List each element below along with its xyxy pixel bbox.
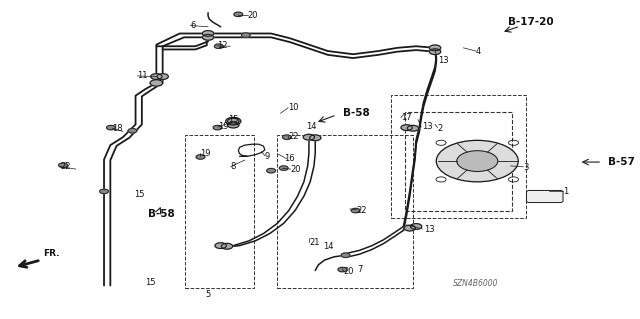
Circle shape [436, 140, 518, 182]
Text: 21: 21 [309, 238, 319, 247]
Text: 22: 22 [61, 162, 71, 171]
Circle shape [215, 243, 227, 249]
Circle shape [303, 134, 315, 140]
Text: 17: 17 [401, 113, 412, 122]
Text: 14: 14 [307, 122, 317, 131]
Text: 20: 20 [344, 267, 354, 276]
Text: 15: 15 [228, 115, 239, 124]
Circle shape [234, 12, 243, 17]
Circle shape [457, 151, 498, 172]
Text: FR.: FR. [43, 249, 60, 258]
Text: SZN4B6000: SZN4B6000 [452, 279, 498, 288]
Text: 15: 15 [134, 190, 144, 199]
Bar [185, 135, 254, 288]
Circle shape [310, 135, 321, 141]
Text: 20: 20 [291, 165, 301, 174]
Circle shape [282, 135, 291, 139]
Circle shape [213, 125, 222, 130]
Circle shape [228, 122, 239, 128]
Circle shape [150, 74, 162, 79]
Circle shape [429, 49, 441, 55]
Circle shape [429, 45, 441, 51]
Circle shape [401, 125, 412, 130]
Text: 12: 12 [218, 41, 228, 50]
FancyBboxPatch shape [527, 190, 563, 203]
Circle shape [214, 44, 223, 48]
Text: 18: 18 [112, 124, 123, 133]
Circle shape [338, 267, 347, 272]
Circle shape [226, 117, 241, 125]
Text: B-58: B-58 [343, 108, 370, 118]
Circle shape [351, 208, 360, 213]
Circle shape [150, 80, 163, 86]
Text: 16: 16 [284, 154, 295, 163]
Bar [391, 95, 527, 218]
Text: 7: 7 [357, 265, 362, 274]
Circle shape [407, 125, 419, 131]
Text: 3: 3 [524, 163, 529, 172]
Text: B-17-20: B-17-20 [508, 17, 554, 27]
Circle shape [106, 125, 115, 130]
Circle shape [59, 163, 67, 167]
Circle shape [202, 34, 214, 40]
Circle shape [241, 33, 250, 37]
Circle shape [279, 166, 288, 170]
Text: 22: 22 [357, 206, 367, 215]
Circle shape [202, 31, 214, 36]
Circle shape [404, 225, 415, 231]
Text: 20: 20 [248, 11, 259, 20]
Text: 19: 19 [200, 149, 211, 158]
Circle shape [157, 74, 168, 79]
Text: 13: 13 [422, 122, 433, 131]
Text: 13: 13 [424, 225, 435, 234]
Bar [277, 135, 413, 288]
Circle shape [196, 155, 205, 159]
Circle shape [100, 189, 108, 194]
Text: 8: 8 [231, 162, 236, 171]
Text: 2: 2 [438, 124, 443, 133]
Text: 10: 10 [288, 103, 299, 112]
Text: 6: 6 [191, 21, 196, 30]
Circle shape [228, 118, 239, 124]
Text: B-57: B-57 [609, 157, 636, 167]
Text: 19: 19 [218, 122, 228, 131]
Text: 15: 15 [145, 278, 156, 287]
Circle shape [128, 129, 137, 133]
Text: 1: 1 [563, 187, 568, 196]
Circle shape [267, 168, 276, 173]
Circle shape [410, 224, 422, 229]
Text: 5: 5 [205, 290, 211, 299]
Circle shape [341, 253, 350, 257]
Text: 4: 4 [476, 47, 481, 56]
Text: 22: 22 [288, 132, 299, 141]
Text: 11: 11 [138, 71, 148, 80]
Bar [404, 112, 512, 211]
Text: 14: 14 [323, 242, 334, 251]
Text: 13: 13 [438, 56, 449, 65]
Text: B-58: B-58 [148, 209, 175, 219]
Text: 9: 9 [265, 152, 270, 161]
Circle shape [221, 243, 233, 249]
